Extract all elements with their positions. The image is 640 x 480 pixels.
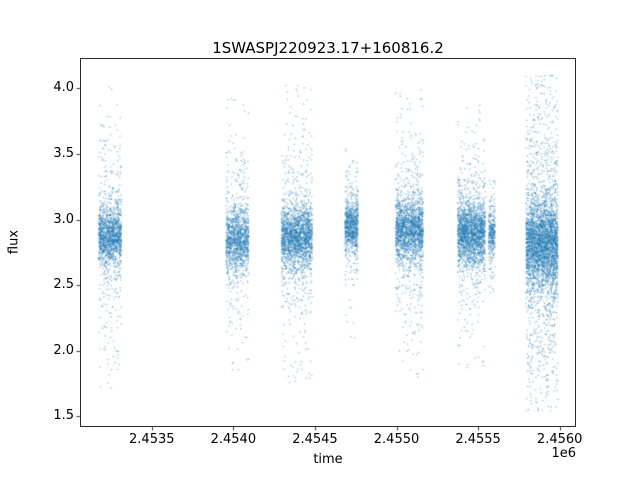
x-tick-label: 2.4535	[129, 432, 175, 447]
y-tick-label: 2.5	[53, 277, 74, 293]
x-axis-label: time	[313, 452, 343, 467]
x-tick-label: 2.4540	[210, 432, 257, 447]
chart-title: 1SWASPJ220923.17+160816.2	[212, 39, 444, 57]
x-axis-offset-text: 1e6	[551, 446, 576, 461]
x-tick-label: 2.4550	[373, 432, 420, 447]
x-tick-label: 2.4545	[292, 432, 338, 447]
x-tick-label: 2.4560	[536, 432, 583, 447]
y-tick-label: 1.5	[53, 408, 74, 424]
y-tick-label: 2.0	[53, 342, 74, 358]
y-tick-label: 4.0	[53, 80, 74, 96]
x-tick-label: 2.4555	[455, 432, 501, 447]
y-axis-label: flux	[6, 229, 22, 255]
y-tick-label: 3.5	[53, 145, 74, 161]
y-tick-label: 3.0	[53, 211, 74, 227]
